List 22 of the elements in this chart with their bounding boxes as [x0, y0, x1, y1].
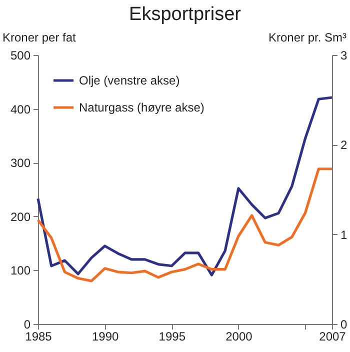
x-tick-label: 2007: [319, 330, 346, 344]
legend-label: Olje (venstre akse): [79, 74, 180, 88]
y-axis-title: Kroner per fat: [2, 30, 77, 44]
y-tick-label: 300: [10, 156, 31, 170]
y-tick-label: 0: [24, 318, 31, 332]
y2-tick-label: 0: [340, 318, 348, 332]
x-tick-label: 1990: [92, 330, 119, 344]
y-tick-label: 400: [10, 102, 31, 116]
y2-tick-label: 3: [340, 48, 348, 62]
y2-tick-label: 2: [340, 138, 348, 152]
legend-label: Naturgass (høyre akse): [79, 100, 204, 114]
x-tick-label: 1985: [25, 330, 52, 344]
x-tick-label: 1995: [158, 330, 186, 344]
line-series: [36, 96, 334, 276]
chart-title: Eksportpriser: [129, 4, 242, 25]
y-tick-label: 200: [10, 210, 31, 224]
y-tick-label: 500: [10, 48, 31, 62]
y-tick-label: 100: [10, 264, 31, 278]
x-tick-label: 2000: [226, 330, 253, 344]
line-series: [36, 168, 334, 282]
y2-axis-title: Kroner pr. Sm³: [268, 30, 346, 44]
y2-tick-label: 1: [340, 228, 348, 242]
